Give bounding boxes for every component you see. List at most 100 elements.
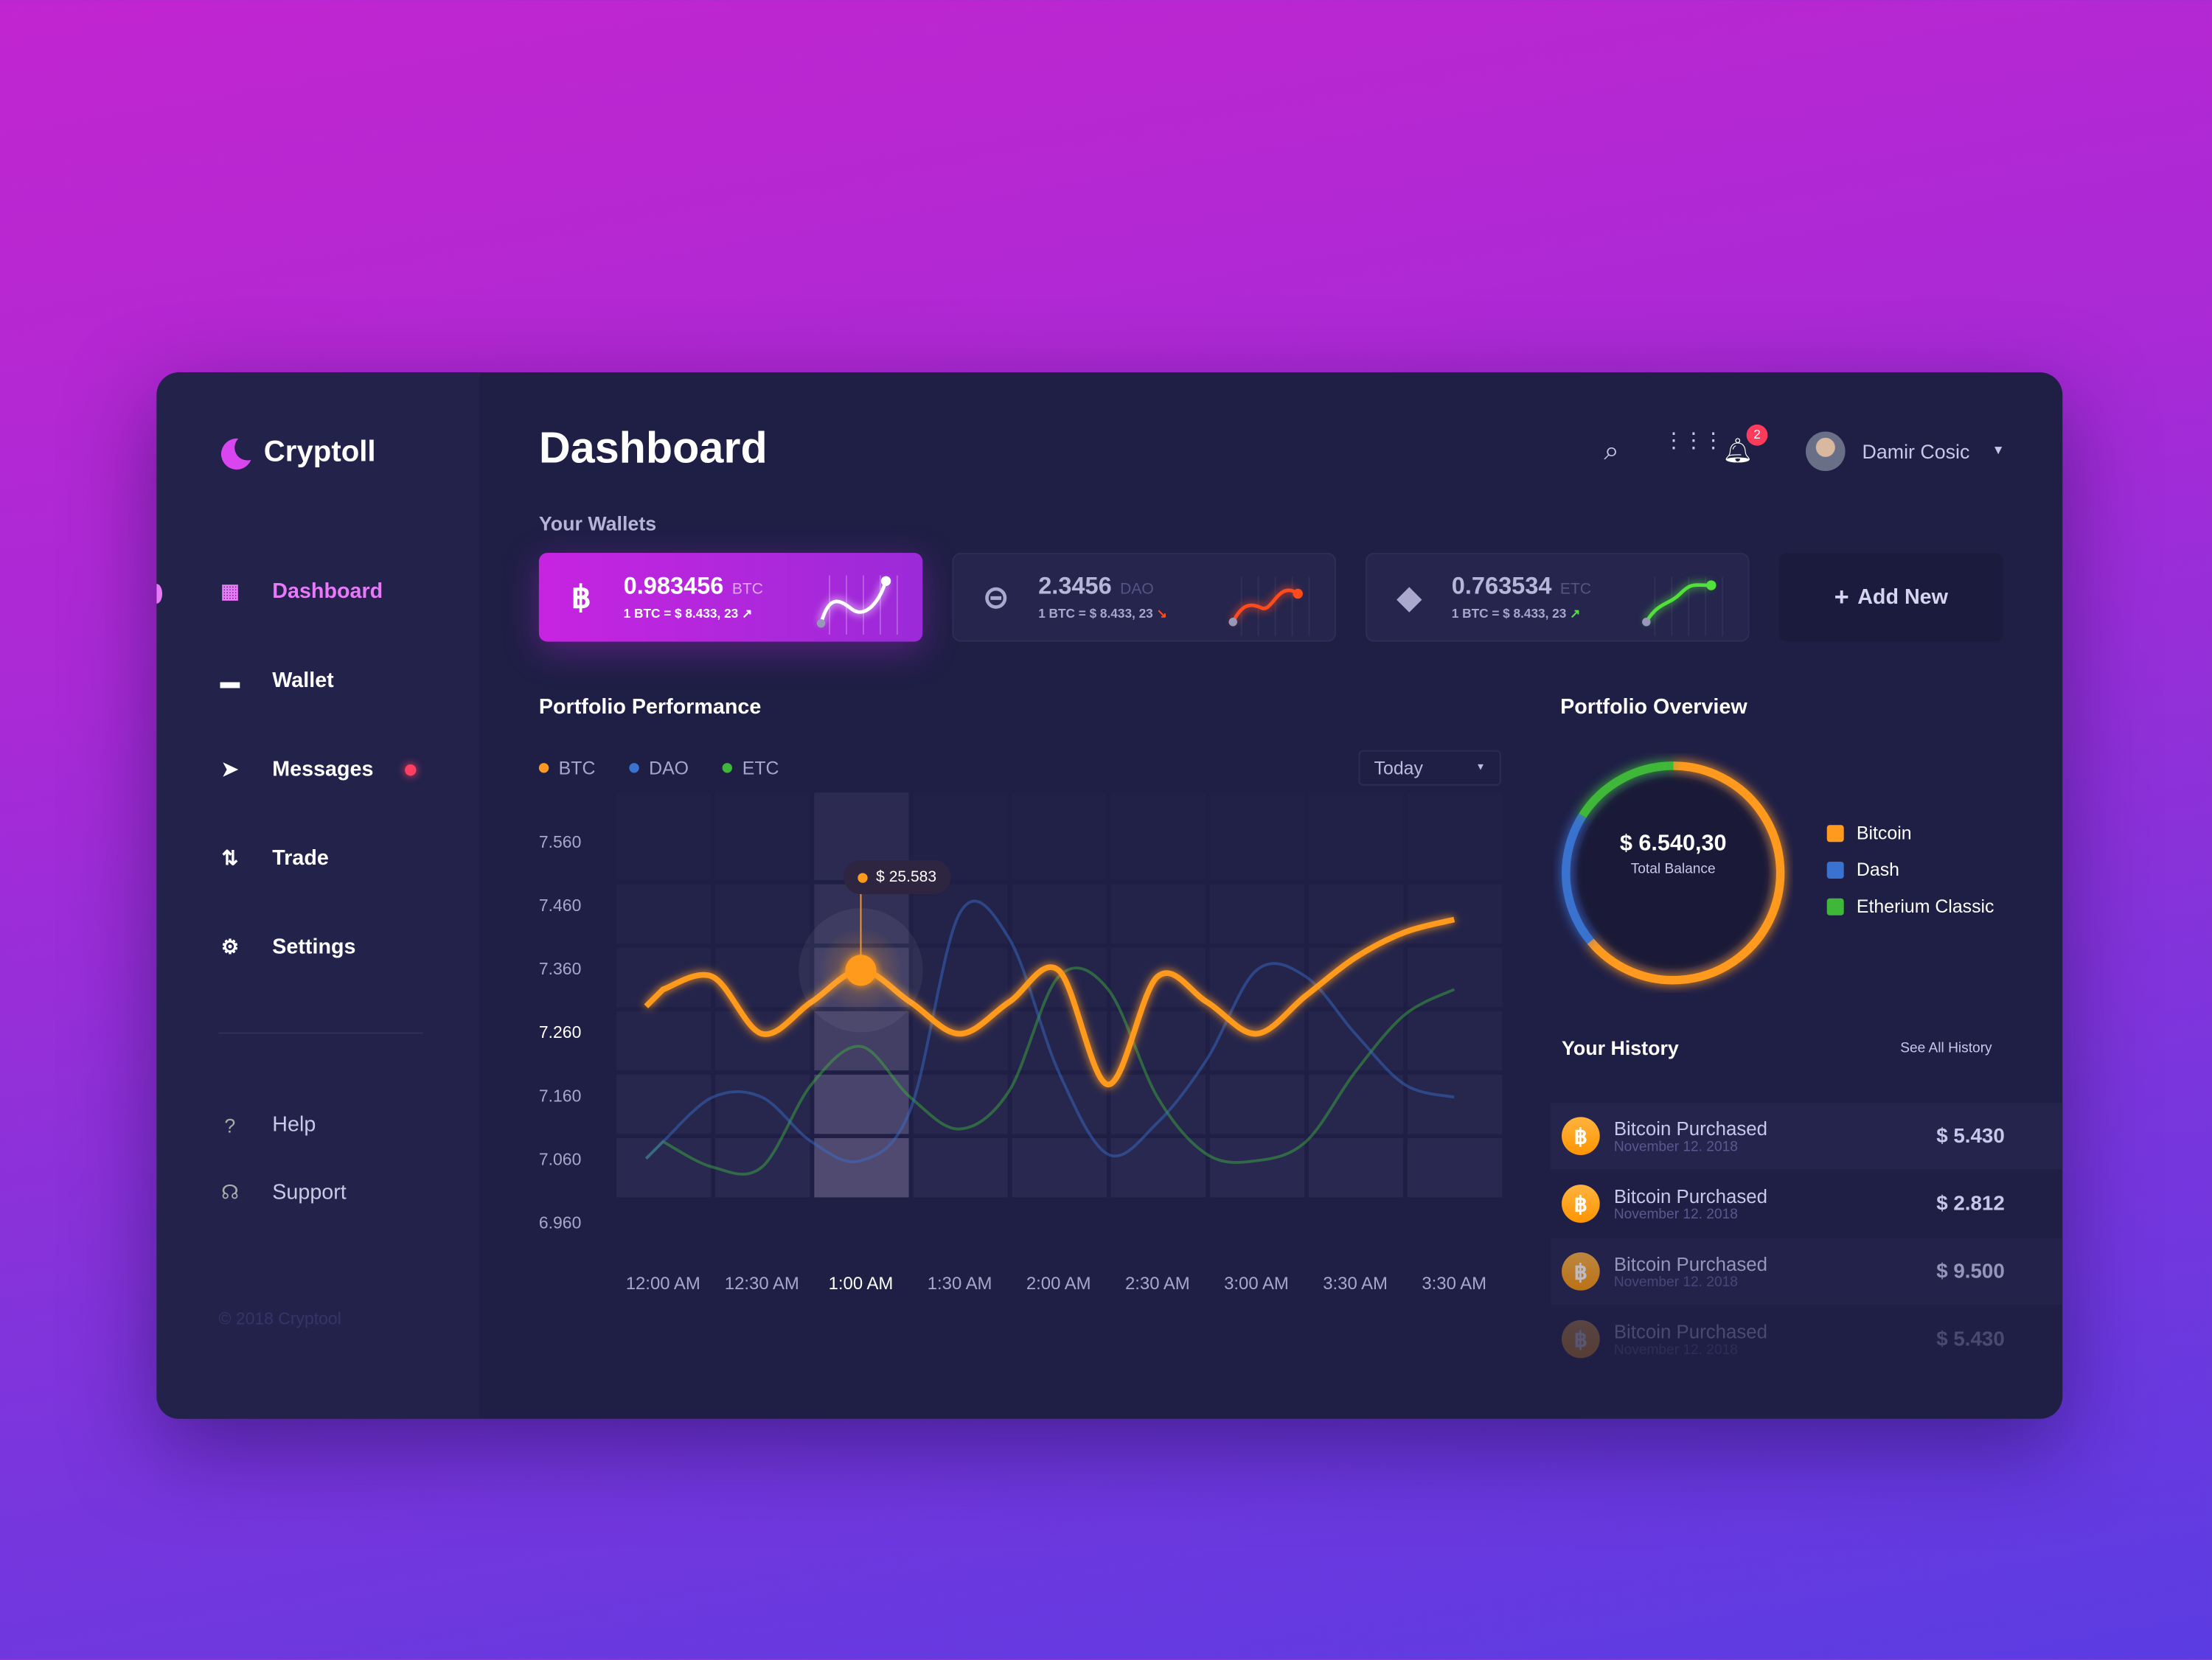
grid-cell	[814, 1011, 909, 1071]
bell-icon[interactable]: 🔔︎	[1722, 437, 1753, 464]
legend-label: DAO	[649, 757, 689, 779]
search-icon[interactable]: ⌕	[1604, 437, 1619, 467]
range-value: Today	[1374, 757, 1423, 779]
portfolio-donut	[1562, 761, 1785, 985]
history-title: Bitcoin Purchased	[1613, 1185, 1768, 1207]
add-new-wallet-button[interactable]: + Add New	[1778, 553, 2003, 642]
history-row[interactable]: ฿ Bitcoin Purchased November 12. 2018 $ 9.5…	[1550, 1238, 2063, 1305]
sidebar-item-messages[interactable]: ➤ Messages	[219, 757, 416, 781]
arrows-updown-icon: ⇅	[221, 845, 239, 869]
y-tick-label: 7.160	[538, 1086, 582, 1106]
grid-cell	[1408, 792, 1503, 880]
grid-cell	[913, 1074, 1008, 1134]
legend-label: Dash	[1856, 859, 1899, 880]
paper-plane-icon: ➤	[221, 757, 239, 781]
wallet-icon: ▬	[220, 669, 240, 692]
x-tick-label: 2:30 AM	[1124, 1273, 1190, 1294]
wallet-card-dao[interactable]: ⊝ 2.3456 DAO 1 BTC = $ 8.433, 23 ↘	[952, 553, 1336, 642]
grid-cell	[1209, 1138, 1305, 1198]
grid-cell	[1209, 884, 1305, 944]
x-tick-label: 3:30 AM	[1422, 1273, 1487, 1294]
legend-item-etc[interactable]: ETC	[722, 757, 779, 778]
wallets-title: Your Wallets	[538, 512, 657, 535]
legend-swatch	[1826, 824, 1844, 842]
sidebar-item-support[interactable]: ☊ Support	[219, 1180, 347, 1204]
range-select[interactable]: Today ▼	[1358, 750, 1501, 786]
history-amount: $ 5.430	[1936, 1328, 2005, 1350]
overview-title: Portfolio Overview	[1560, 695, 1747, 719]
moon-logo-icon	[220, 438, 251, 470]
history-amount: $ 2.812	[1936, 1192, 2005, 1216]
history-title: Bitcoin Purchased	[1613, 1252, 1768, 1274]
chart-legend: BTC DAO ETC	[538, 757, 779, 778]
overview-legend-item: Bitcoin	[1826, 822, 1994, 844]
history-amount: $ 5.430	[1936, 1124, 2005, 1148]
x-tick-label: 3:00 AM	[1224, 1273, 1289, 1294]
x-tick-label: 1:00 AM	[828, 1273, 894, 1294]
overview-legend-item: Etherium Classic	[1826, 896, 1994, 917]
wallet-card-etc[interactable]: ◆ 0.763534 ETC 1 BTC = $ 8.433, 23 ↗	[1366, 553, 1750, 642]
x-tick-label: 12:00 AM	[625, 1273, 700, 1294]
logo[interactable]: Cryptoll	[219, 436, 376, 470]
legend-dot	[722, 763, 733, 773]
sidebar-item-dashboard[interactable]: ▦ Dashboard	[219, 579, 383, 604]
chevron-down-icon[interactable]: ▼	[1992, 442, 2005, 457]
sidebar-item-settings[interactable]: ⚙ Settings	[219, 935, 356, 960]
donut-slice-dash	[1562, 813, 1594, 944]
history-row[interactable]: ฿ Bitcoin Purchased November 12. 2018 $ 5.4…	[1551, 1306, 2063, 1373]
sidebar-item-trade[interactable]: ⇅ Trade	[219, 846, 329, 871]
grid-cell	[715, 1138, 810, 1198]
series-line-btc	[644, 916, 1455, 1088]
bitcoin-icon: ฿	[1562, 1252, 1600, 1291]
total-balance-label: Total Balance	[1630, 862, 1716, 878]
y-tick-label: 7.060	[538, 1149, 582, 1170]
chart-tooltip: $ 25.583	[844, 860, 951, 895]
highlight-point[interactable]	[845, 955, 877, 986]
grid-cell	[715, 792, 810, 880]
y-tick-label: 7.560	[538, 831, 582, 852]
grid-cell	[1408, 884, 1503, 944]
wallet-card-btc[interactable]: ฿ 0.983456 BTC 1 BTC = $ 8.433, 23 ↗	[538, 553, 923, 642]
grid-cell	[814, 1138, 909, 1198]
grid-cell	[1012, 792, 1107, 880]
dash-icon: ⊝	[983, 579, 1009, 615]
user-name[interactable]: Damir Cosic	[1862, 439, 1970, 463]
legend-dot	[629, 763, 639, 773]
legend-label: Bitcoin	[1856, 822, 1912, 844]
history-date: November 12. 2018	[1613, 1274, 1738, 1290]
avatar[interactable]	[1806, 431, 1846, 472]
x-tick-label: 3:30 AM	[1323, 1273, 1388, 1294]
legend-item-dao[interactable]: DAO	[629, 757, 689, 778]
wallet-currency: ETC	[1559, 581, 1592, 599]
ethereum-icon: ◆	[1397, 579, 1422, 615]
history-date: November 12. 2018	[1613, 1138, 1738, 1155]
grid-cell	[1209, 947, 1305, 1008]
legend-item-btc[interactable]: BTC	[538, 757, 595, 778]
donut-center: $ 6.540,30 Total Balance	[1588, 832, 1758, 877]
performance-title: Portfolio Performance	[538, 695, 762, 719]
history-row[interactable]: ฿ Bitcoin Purchased November 12. 2018 $ 2.8…	[1551, 1171, 2063, 1237]
grid-cell	[913, 1011, 1008, 1071]
add-label: Add New	[1857, 585, 1948, 610]
legend-swatch	[1826, 861, 1844, 879]
copyright: © 2018 Cryptool	[218, 1308, 341, 1329]
wallet-currency: BTC	[731, 581, 763, 599]
performance-chart	[616, 792, 1503, 1198]
dashboard-window: Cryptoll ▦ Dashboard ▬ Wallet ➤ Messages ⇅ T…	[156, 372, 2063, 1419]
active-indicator	[156, 584, 163, 604]
x-tick-label: 12:30 AM	[724, 1273, 799, 1294]
history-title: Bitcoin Purchased	[1613, 1320, 1768, 1342]
headset-icon: ☊	[220, 1180, 239, 1204]
see-all-history-link[interactable]: See All History	[1900, 1041, 1992, 1057]
grid-cell	[1209, 792, 1305, 880]
wallet-rate: 1 BTC = $ 8.433, 23	[623, 606, 739, 621]
sidebar-item-wallet[interactable]: ▬ Wallet	[219, 669, 333, 693]
history-row[interactable]: ฿ Bitcoin Purchased November 12. 2018 $ 5.4…	[1550, 1103, 2063, 1170]
wallet-amount: 0.983456	[623, 572, 724, 600]
grid-cell	[715, 1074, 810, 1134]
y-tick-label: 7.260	[538, 1022, 582, 1042]
series-line-dao	[644, 899, 1455, 1164]
sidebar-item-help[interactable]: ? Help	[219, 1113, 316, 1137]
grid-cell	[1012, 1074, 1107, 1134]
grid-cell	[616, 884, 712, 944]
